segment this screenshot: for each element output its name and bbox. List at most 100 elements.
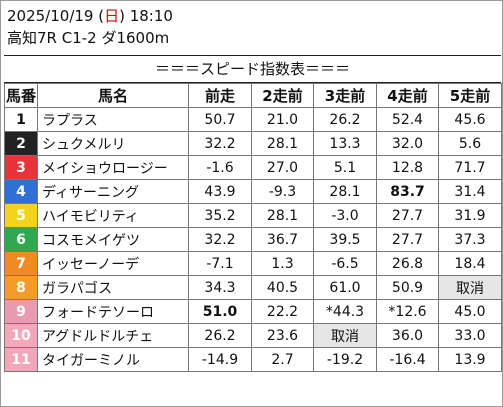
index-5back: 45.0 <box>438 299 502 324</box>
horse-name: タイガーミノル <box>37 347 189 372</box>
horse-number: 5 <box>4 203 38 228</box>
index-4back: 26.8 <box>376 251 439 276</box>
index-5back: 5.6 <box>438 131 502 156</box>
index-3back: 5.1 <box>313 155 377 180</box>
table-row: 10 アグドルドルチェ 26.2 23.6 取消 36.0 33.0 <box>4 323 502 348</box>
index-2back: 40.5 <box>251 275 314 300</box>
horse-name: シュクメルリ <box>37 131 189 156</box>
index-3back: 61.0 <box>313 275 377 300</box>
index-3back: *44.3 <box>313 299 377 324</box>
index-last: 35.2 <box>188 203 252 228</box>
index-last: -1.6 <box>188 155 252 180</box>
table-row: 11 タイガーミノル -14.9 2.7 -19.2 -16.4 13.9 <box>4 347 502 372</box>
horse-name: ディサーニング <box>37 179 189 204</box>
table-row: 6 コスモメイゲツ 32.2 36.7 39.5 27.7 37.3 <box>4 227 502 252</box>
horse-number: 8 <box>4 275 38 300</box>
table-row: 2 シュクメルリ 32.2 28.1 13.3 32.0 5.6 <box>4 131 502 156</box>
index-4back: 27.7 <box>376 227 439 252</box>
index-3back: 39.5 <box>313 227 377 252</box>
index-5back: 31.4 <box>438 179 502 204</box>
index-2back: 21.0 <box>251 107 314 132</box>
index-last: 34.3 <box>188 275 252 300</box>
col-header-4back: 4走前 <box>376 83 439 108</box>
horse-number: 11 <box>4 347 38 372</box>
date-suffix: ) 18:10 <box>119 7 173 25</box>
col-header-number: 馬番 <box>4 83 38 108</box>
table-row: 3 メイショウロージー -1.6 27.0 5.1 12.8 71.7 <box>4 155 502 180</box>
horse-number: 9 <box>4 299 38 324</box>
horse-name: フォードテソーロ <box>37 299 189 324</box>
col-header-last: 前走 <box>188 83 252 108</box>
index-4back: 32.0 <box>376 131 439 156</box>
index-5back: 取消 <box>438 275 502 300</box>
date-prefix: 2025/10/19 ( <box>7 7 105 25</box>
index-3back: -19.2 <box>313 347 377 372</box>
index-2back: 1.3 <box>251 251 314 276</box>
race-datetime: 2025/10/19 (日) 18:10 <box>7 5 173 27</box>
col-header-name: 馬名 <box>37 83 189 108</box>
index-2back: 36.7 <box>251 227 314 252</box>
index-4back: *12.6 <box>376 299 439 324</box>
horse-number: 1 <box>4 107 38 132</box>
index-5back: 31.9 <box>438 203 502 228</box>
race-info: 高知7R C1-2 ダ1600m <box>7 29 170 47</box>
horse-name: イッセーノーデ <box>37 251 189 276</box>
col-header-5back: 5走前 <box>438 83 502 108</box>
index-2back: 22.2 <box>251 299 314 324</box>
index-2back: 2.7 <box>251 347 314 372</box>
horse-number: 6 <box>4 227 38 252</box>
index-2back: 23.6 <box>251 323 314 348</box>
day-of-week: 日 <box>104 7 120 25</box>
table-row: 7 イッセーノーデ -7.1 1.3 -6.5 26.8 18.4 <box>4 251 502 276</box>
header-row: 馬番 馬名 前走 2走前 3走前 4走前 5走前 <box>4 83 502 108</box>
table-body: 1 ラプラス 50.7 21.0 26.2 52.4 45.6 2 シュクメルリ 32.2 28.1… <box>4 107 502 372</box>
index-5back: 33.0 <box>438 323 502 348</box>
index-4back: -16.4 <box>376 347 439 372</box>
horse-name: ラプラス <box>37 107 189 132</box>
index-4back: 12.8 <box>376 155 439 180</box>
index-last: 32.2 <box>188 227 252 252</box>
horse-number: 7 <box>4 251 38 276</box>
index-5back: 45.6 <box>438 107 502 132</box>
race-header: 2025/10/19 (日) 18:10 高知7R C1-2 ダ1600m <box>7 5 173 49</box>
table-title: ＝＝＝スピード指数表＝＝＝ <box>4 55 501 83</box>
horse-name: ハイモビリティ <box>37 203 189 228</box>
col-header-2back: 2走前 <box>251 83 314 108</box>
index-5back: 13.9 <box>438 347 502 372</box>
index-last: 51.0 <box>188 299 252 324</box>
index-last: -14.9 <box>188 347 252 372</box>
index-4back: 52.4 <box>376 107 439 132</box>
index-2back: 27.0 <box>251 155 314 180</box>
index-4back: 83.7 <box>376 179 439 204</box>
index-4back: 27.7 <box>376 203 439 228</box>
horse-number: 10 <box>4 323 38 348</box>
index-3back: -3.0 <box>313 203 377 228</box>
table-row: 9 フォードテソーロ 51.0 22.2 *44.3 *12.6 45.0 <box>4 299 502 324</box>
horse-name: ガラパゴス <box>37 275 189 300</box>
horse-number: 2 <box>4 131 38 156</box>
index-last: 43.9 <box>188 179 252 204</box>
index-last: -7.1 <box>188 251 252 276</box>
index-3back: 取消 <box>313 323 377 348</box>
table-row: 4 ディサーニング 43.9 -9.3 28.1 83.7 31.4 <box>4 179 502 204</box>
horse-number: 4 <box>4 179 38 204</box>
index-2back: -9.3 <box>251 179 314 204</box>
index-last: 26.2 <box>188 323 252 348</box>
index-5back: 18.4 <box>438 251 502 276</box>
table-row: 5 ハイモビリティ 35.2 28.1 -3.0 27.7 31.9 <box>4 203 502 228</box>
index-4back: 50.9 <box>376 275 439 300</box>
index-4back: 36.0 <box>376 323 439 348</box>
horse-name: アグドルドルチェ <box>37 323 189 348</box>
index-2back: 28.1 <box>251 203 314 228</box>
index-2back: 28.1 <box>251 131 314 156</box>
horse-name: メイショウロージー <box>37 155 189 180</box>
col-header-3back: 3走前 <box>313 83 377 108</box>
speed-index-table: 馬番 馬名 前走 2走前 3走前 4走前 5走前 1 ラプラス 50.7 21.0 26… <box>4 83 502 372</box>
index-3back: 13.3 <box>313 131 377 156</box>
table-row: 1 ラプラス 50.7 21.0 26.2 52.4 45.6 <box>4 107 502 132</box>
index-5back: 71.7 <box>438 155 502 180</box>
horse-name: コスモメイゲツ <box>37 227 189 252</box>
table-row: 8 ガラパゴス 34.3 40.5 61.0 50.9 取消 <box>4 275 502 300</box>
index-3back: 28.1 <box>313 179 377 204</box>
